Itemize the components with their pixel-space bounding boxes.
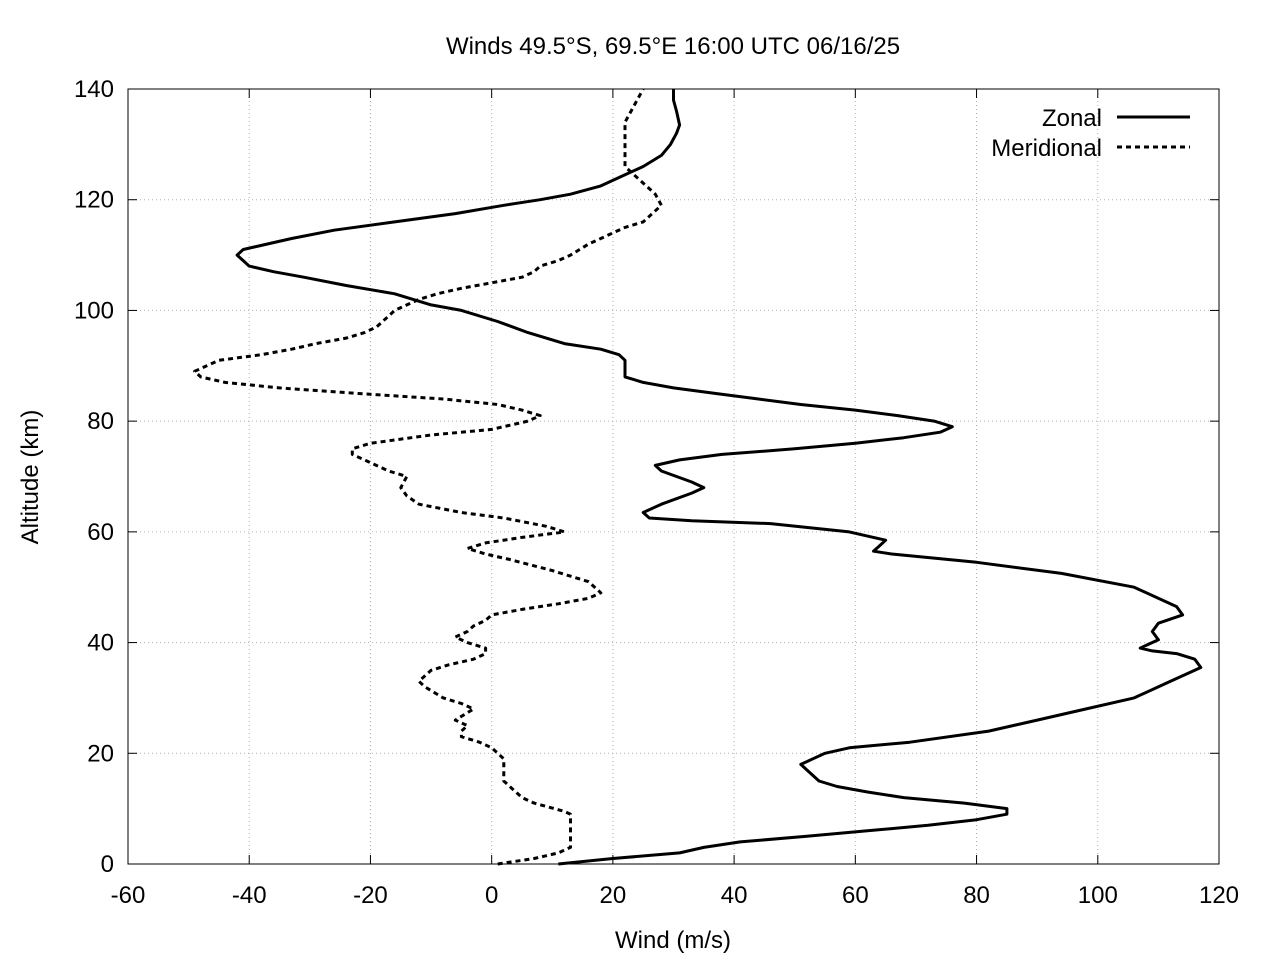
x-tick-labels: -60 -40 -20 0 20 40 60 80 100 120 bbox=[111, 882, 1239, 909]
x-tick-label: 20 bbox=[600, 882, 627, 909]
y-tick-label: 20 bbox=[87, 740, 114, 767]
x-tick-label: 40 bbox=[721, 882, 748, 909]
x-tick-label: 60 bbox=[842, 882, 869, 909]
x-tick-label: -40 bbox=[232, 882, 267, 909]
x-tick-label: -60 bbox=[111, 882, 146, 909]
x-tick-label: 120 bbox=[1199, 882, 1239, 909]
y-tick-label: 140 bbox=[74, 76, 114, 103]
y-tick-label: 40 bbox=[87, 630, 114, 657]
y-tick-label: 120 bbox=[74, 187, 114, 214]
x-axis-label: Wind (m/s) bbox=[615, 927, 731, 954]
y-tick-labels: 0 20 40 60 80 100 120 140 bbox=[74, 76, 114, 878]
axis-ticks bbox=[127, 88, 1220, 865]
chart-title: Winds 49.5°S, 69.5°E 16:00 UTC 06/16/25 bbox=[446, 33, 900, 60]
legend-label-zonal: Zonal bbox=[1042, 105, 1102, 132]
x-tick-label: 0 bbox=[485, 882, 498, 909]
legend-label-meridional: Meridional bbox=[991, 135, 1102, 162]
series-line-zonal bbox=[235, 89, 1203, 866]
plot-frame bbox=[127, 88, 1220, 865]
y-axis-label: Altitude (km) bbox=[17, 410, 44, 545]
series-lines bbox=[193, 88, 1203, 866]
x-tick-label: 100 bbox=[1078, 882, 1118, 909]
y-tick-label: 80 bbox=[87, 408, 114, 435]
series-line-meridional bbox=[193, 88, 663, 866]
legend: Zonal Meridional bbox=[991, 105, 1190, 162]
y-tick-label: 100 bbox=[74, 297, 114, 324]
x-tick-label: 80 bbox=[963, 882, 990, 909]
y-tick-label: 60 bbox=[87, 519, 114, 546]
x-tick-label: -20 bbox=[353, 882, 388, 909]
y-tick-label: 0 bbox=[101, 851, 114, 878]
